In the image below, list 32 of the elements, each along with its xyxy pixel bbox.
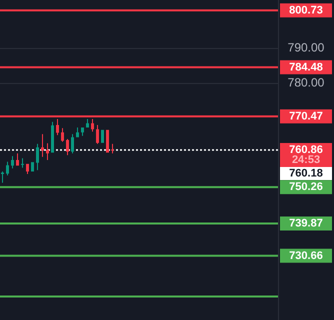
ref-line-label: 770.47 [289,110,323,122]
candlestick [6,162,9,176]
candlestick [1,172,4,183]
candlestick [76,127,79,138]
candlestick [36,144,39,170]
candlestick [21,158,24,168]
candlestick [51,122,54,153]
candlestick [61,128,64,142]
text: 760.18 [289,168,323,180]
candlestick [101,130,104,143]
candlestick [46,143,49,160]
ref-line-label: 750.26 [289,181,323,194]
ref-line-label: 760.86 [289,144,323,156]
ref-line-label: 784.48 [289,61,323,74]
candlestick [96,124,99,144]
y-tick-label: 790.00 [288,40,325,54]
candlestick [66,138,69,156]
candlestick [81,127,84,136]
candlestick [11,156,14,168]
candlestick [111,144,114,154]
ref-line-label: 730.66 [289,250,323,262]
ref-line-label: 739.87 [289,218,323,230]
candlestick [26,164,29,174]
y-tick-label: 780.00 [288,75,325,90]
candlestick [71,134,74,154]
candlestick [41,134,44,157]
ref-line-label: 800.73 [289,4,323,16]
text: 24:53 [292,154,320,166]
candlestick [106,130,109,153]
candlestick [16,153,19,166]
candlestick [31,162,34,172]
candlestick [86,119,89,128]
